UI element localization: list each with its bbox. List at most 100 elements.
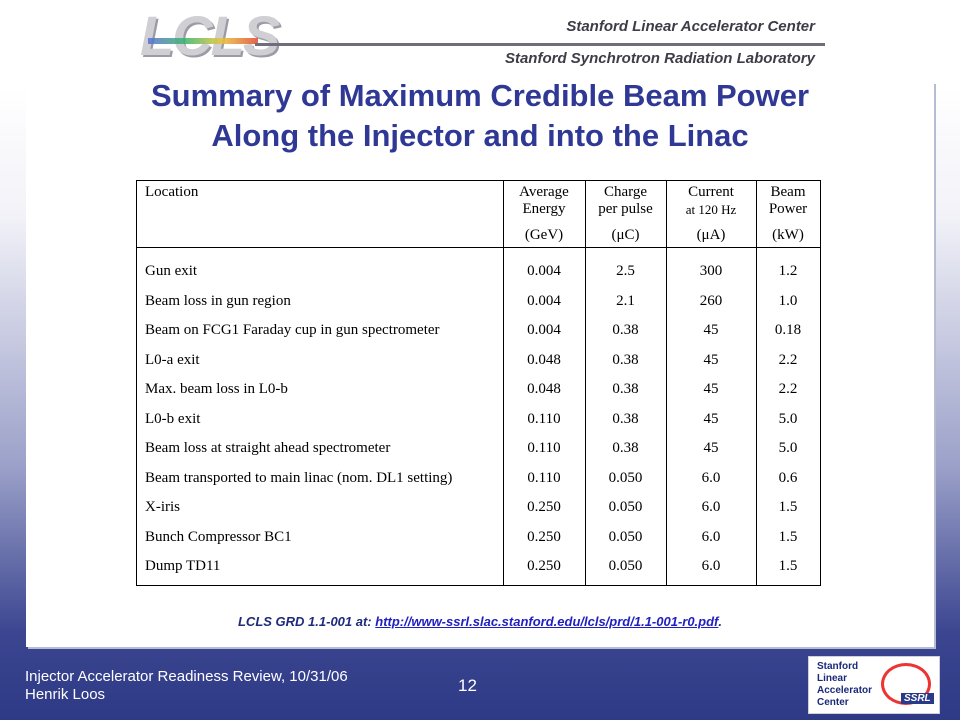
header-location: Location [145,184,199,200]
header-current-line1: Current [688,184,734,200]
row-charge: 0.050 [608,499,643,515]
row-charge: 2.5 [616,263,635,279]
badge-line-1: Stanford [817,661,859,672]
row-energy: 0.250 [527,558,561,574]
row-charge: 0.38 [612,440,639,456]
row-power: 1.0 [778,292,798,309]
row-current: 260 [699,292,723,309]
row-current: 45 [703,410,719,427]
row-power: 0.6 [778,469,798,486]
row-power: 0.18 [774,322,802,338]
row-energy: 0.004 [527,292,561,309]
row-energy: 0.110 [527,410,561,427]
footer-presenter: Injector Accelerator Readiness Review, 1… [25,668,348,704]
row-location: X-iris [145,499,180,515]
badge-line-4: Center [817,697,849,708]
row-location: Beam loss in gun region [145,292,291,309]
header-charge: Charge per pulse [585,184,666,218]
org-name-ssrl: Stanford Synchrotron Radiation Laborator… [504,50,815,67]
row-energy: 0.110 [527,440,561,456]
row-current: 6.0 [701,499,721,515]
beam-power-table: Location Average Energy Charge per pulse… [136,180,821,586]
row-current: 6.0 [701,528,721,545]
column-divider [666,181,667,585]
footer-author: Henrik Loos [25,686,106,703]
header-charge-line1: Charge [603,184,648,200]
row-charge: 0.38 [612,351,639,368]
badge-text: Stanford Linear Accelerator Center [817,661,872,709]
page-number: 12 [458,676,477,695]
header-current: Current at 120 Hz [666,184,756,218]
row-energy: 0.250 [527,528,561,545]
header-energy-line2: Energy [522,201,566,217]
header-charge-line2: per pulse [598,201,653,217]
row-energy: 0.048 [527,351,561,368]
header-bar: LCLS Stanford Linear Accelerator Center … [0,0,960,74]
row-charge: 0.050 [608,469,643,486]
row-current: 45 [703,381,719,397]
row-current: 300 [699,263,723,279]
row-power: 1.5 [778,558,798,574]
org-name-slac: Stanford Linear Accelerator Center [566,18,815,35]
header-power-line1: Beam [770,184,806,200]
row-current: 45 [703,322,719,338]
unit-power: (kW) [772,227,804,243]
header-energy: Average Energy [503,184,585,218]
footnote-suffix: . [718,614,723,629]
header-current-line2: at 120 Hz [685,202,737,217]
row-location: L0-b exit [145,410,201,427]
footnote-prefix: LCLS GRD 1.1-001 at: [237,614,376,629]
slac-ssrl-logo: Stanford Linear Accelerator Center SSRL [808,656,940,714]
row-current: 45 [703,440,719,456]
row-power: 1.2 [778,263,798,279]
lcls-logo: LCLS [140,4,280,67]
row-power: 1.5 [778,499,798,515]
row-energy: 0.048 [527,381,561,397]
badge-line-2: Linear [817,673,848,684]
title-line-2: Along the Injector and into the Linac [211,118,749,153]
row-power: 5.0 [778,410,798,427]
row-energy: 0.250 [527,499,561,515]
badge-line-3: Accelerator [817,685,873,696]
row-location: Max. beam loss in L0-b [145,381,288,397]
row-energy: 0.004 [527,322,561,338]
row-location: Gun exit [145,263,198,279]
row-charge: 0.38 [612,410,639,427]
badge-ssrl-label: SSRL [901,693,934,704]
title-line-1: Summary of Maximum Credible Beam Power [150,78,810,113]
row-current: 6.0 [701,469,721,486]
logo-color-stripe [148,38,258,44]
column-divider [585,181,586,585]
row-energy: 0.110 [527,469,561,486]
row-energy: 0.004 [527,263,561,279]
column-divider [503,181,504,585]
header-energy-line1: Average [519,184,569,200]
row-charge: 0.050 [608,528,643,545]
footnote-link[interactable]: http://www-ssrl.slac.stanford.edu/lcls/p… [375,614,719,629]
header-divider [137,247,820,248]
row-charge: 0.050 [608,558,643,574]
row-power: 2.2 [778,381,798,397]
column-divider [756,181,757,585]
row-location: L0-a exit [145,351,200,368]
header-rule [255,43,825,46]
row-charge: 0.38 [612,381,639,397]
header-power: Beam Power [756,184,820,218]
row-location: Beam loss at straight ahead spectrometer [145,440,391,456]
row-location: Beam on FCG1 Faraday cup in gun spectrom… [145,322,440,338]
row-location: Bunch Compressor BC1 [145,528,292,545]
unit-current: (μA) [696,227,726,243]
row-power: 5.0 [778,440,798,456]
footnote: LCLS GRD 1.1-001 at: http://www-ssrl.sla… [0,614,960,629]
slide-title: Summary of Maximum Credible Beam Power A… [0,76,960,156]
row-location: Beam transported to main linac (nom. DL1… [145,469,453,486]
row-power: 2.2 [778,351,798,368]
unit-energy: (GeV) [524,227,564,243]
row-current: 45 [703,351,719,368]
footer-event: Injector Accelerator Readiness Review, 1… [25,668,348,685]
row-charge: 0.38 [612,322,639,338]
header-power-line2: Power [768,201,808,217]
row-power: 1.5 [778,528,798,545]
row-current: 6.0 [701,558,721,574]
row-charge: 2.1 [616,292,635,309]
